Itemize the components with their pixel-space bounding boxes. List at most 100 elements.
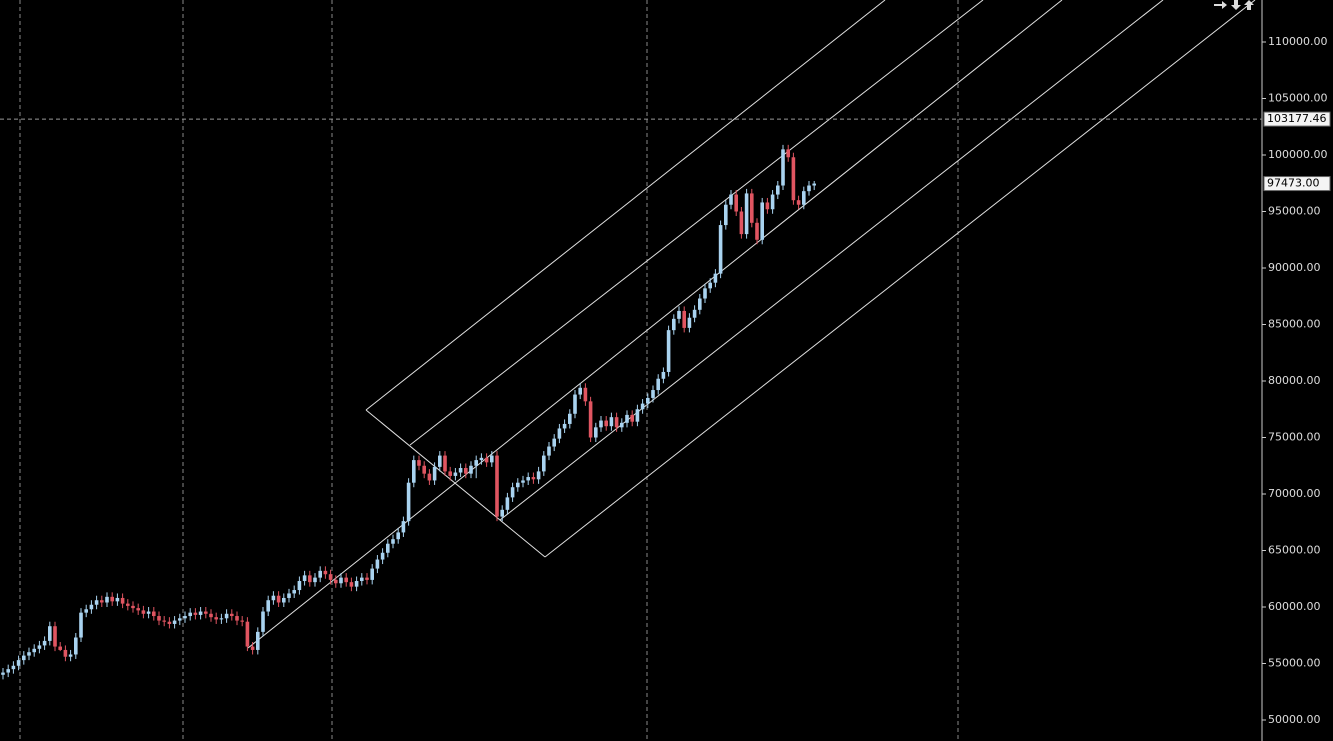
candle-body [729, 194, 733, 205]
candle-body [672, 318, 676, 331]
candle-body [599, 420, 603, 428]
candle-body [432, 466, 437, 481]
y-tick-label: 55000.00 [1268, 657, 1321, 670]
candle-body [32, 648, 36, 653]
candle-body [354, 581, 359, 587]
candle-body [614, 417, 619, 428]
scroll-down-icon[interactable] [1231, 0, 1241, 10]
candle-body [698, 298, 702, 310]
candle-body [557, 428, 562, 439]
y-tick-label: 110000.00 [1268, 35, 1328, 48]
candle-body [370, 568, 374, 580]
channel-drawing [247, 0, 1256, 649]
candle-body [427, 473, 432, 481]
candle-body [131, 605, 135, 609]
candle-body [786, 149, 790, 158]
candle-body [609, 417, 614, 427]
candle-body [266, 600, 270, 612]
channel-line [409, 0, 984, 446]
candle-body [573, 394, 577, 414]
candle-body [126, 603, 130, 606]
candle-body [703, 288, 707, 299]
candle-body [250, 646, 255, 650]
candle-body [620, 422, 624, 428]
candle-body [760, 202, 764, 240]
candle-body [349, 582, 354, 587]
candle-body [718, 225, 723, 274]
candle-body [469, 465, 473, 474]
candle-body [625, 414, 629, 423]
candle-body [692, 309, 697, 318]
candle-body [157, 616, 161, 621]
candle-body [110, 596, 114, 602]
candle-body [552, 438, 556, 447]
candle-body [48, 626, 52, 641]
candle-body [1, 672, 5, 675]
candle-body [6, 669, 10, 673]
candle-body [521, 480, 525, 483]
y-tick-label: 75000.00 [1268, 431, 1321, 444]
candle-body [183, 616, 187, 619]
candle-body [27, 652, 31, 656]
candle-body [292, 590, 296, 594]
y-tick-label: 105000.00 [1268, 92, 1328, 105]
candle-body [152, 611, 156, 617]
candle-body [344, 577, 348, 583]
scroll-right-icon[interactable] [1214, 1, 1227, 9]
candle-body [755, 222, 759, 240]
candle-body [167, 621, 172, 624]
scroll-up-icon[interactable] [1244, 0, 1254, 10]
candle-body [178, 618, 182, 621]
candle-body [22, 655, 26, 661]
y-tick-label: 80000.00 [1268, 374, 1321, 387]
candle-body [490, 455, 494, 463]
y-tick-label: 70000.00 [1268, 487, 1321, 500]
candle-body [682, 310, 686, 328]
candle-body [651, 390, 655, 398]
candle-body [256, 631, 260, 650]
crosshair-price-label-box [1263, 111, 1331, 127]
candle-body [365, 577, 369, 580]
candle-body [578, 387, 582, 395]
candle-body [323, 570, 328, 575]
crosshair-price-label: 103177.46 [1267, 112, 1327, 125]
candle-body [708, 282, 712, 289]
candle-body [209, 613, 213, 618]
candle-body [635, 409, 640, 422]
candle-body [339, 577, 343, 584]
candle-body [193, 612, 198, 615]
candle-body [484, 457, 489, 463]
candle-body [141, 610, 146, 614]
candle-body [687, 317, 692, 328]
candle-body [198, 611, 203, 615]
candle-body [531, 477, 536, 480]
candle-body [666, 330, 671, 372]
candle-body [807, 185, 811, 192]
candle-body [526, 477, 530, 481]
toolbar-icons[interactable] [1214, 0, 1254, 10]
candle-body [276, 595, 281, 603]
candle-body [744, 193, 749, 235]
candle-body [84, 609, 88, 613]
candle-body [79, 612, 83, 638]
last-price-label-box [1263, 176, 1331, 192]
y-tick-label: 50000.00 [1268, 713, 1321, 726]
candle-body [334, 579, 338, 584]
candle-body [120, 597, 125, 604]
y-tick-label: 60000.00 [1268, 600, 1321, 613]
candle-body [510, 487, 515, 498]
candle-body [542, 455, 546, 472]
candle-body [136, 608, 140, 611]
candle-body [516, 482, 520, 488]
candle-body [282, 597, 286, 603]
candle-body [318, 570, 322, 578]
candle-body [448, 471, 452, 476]
candle-body [297, 581, 302, 591]
candle-body [302, 575, 307, 582]
y-tick-label: 100000.00 [1268, 148, 1328, 161]
candle-body [640, 403, 645, 410]
candle-body [505, 497, 510, 510]
y-tick-label: 90000.00 [1268, 261, 1321, 274]
candle-body [646, 397, 650, 404]
